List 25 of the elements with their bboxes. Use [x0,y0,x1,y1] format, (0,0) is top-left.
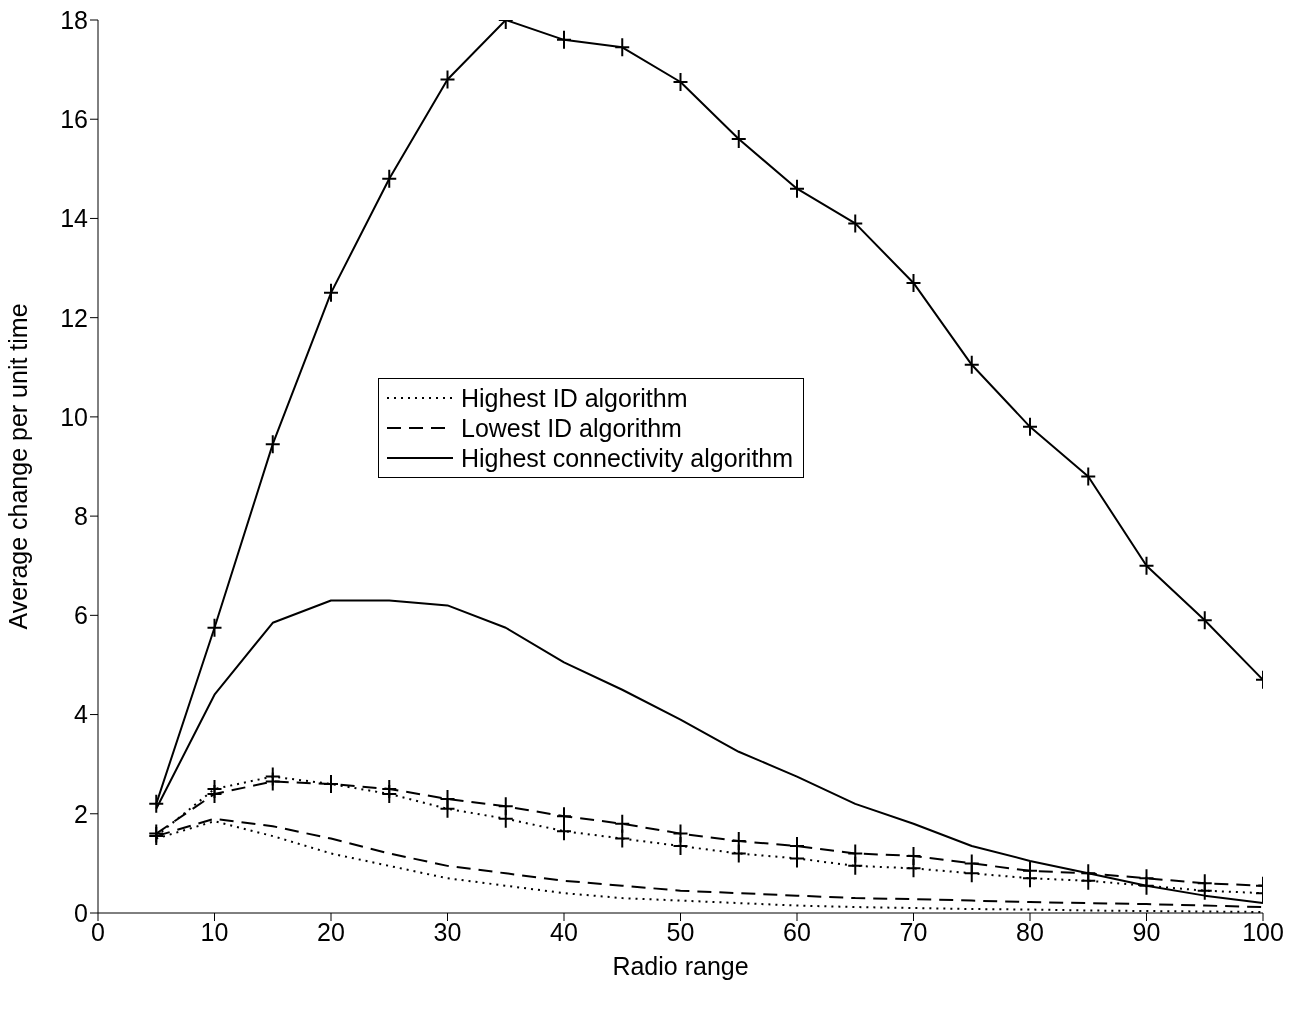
x-tick-label: 60 [783,917,811,946]
y-tick-label: 10 [60,402,88,431]
legend-label: Highest ID algorithm [461,383,688,413]
y-tick-label: 2 [74,799,88,828]
legend-label: Highest connectivity algorithm [461,443,794,473]
x-tick-label: 20 [317,917,345,946]
x-tick-label: 70 [899,917,928,946]
x-tick-label: 30 [433,917,462,946]
legend-label: Lowest ID algorithm [461,413,682,443]
y-tick-label: 8 [74,501,88,530]
y-axis-title: Average change per unit time [3,303,32,630]
x-tick-label: 100 [1242,917,1284,946]
x-tick-label: 40 [550,917,578,946]
y-tick-label: 16 [60,105,88,134]
y-tick-label: 12 [60,303,88,332]
y-tick-label: 18 [60,5,88,34]
y-tick-label: 14 [60,204,89,233]
y-tick-label: 0 [74,898,88,927]
x-tick-label: 10 [200,917,229,946]
x-tick-label: 90 [1132,917,1161,946]
y-tick-label: 6 [74,601,88,630]
y-tick-label: 4 [74,700,89,729]
x-tick-label: 50 [666,917,695,946]
x-axis-title: Radio range [612,952,749,980]
x-tick-label: 80 [1016,917,1044,946]
